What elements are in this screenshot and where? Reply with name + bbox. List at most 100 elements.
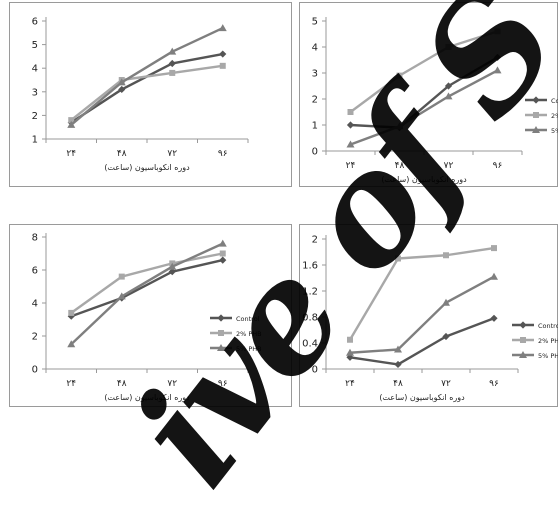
y-tick-label: 2 bbox=[32, 111, 38, 122]
x-tick-label: ۲۴ bbox=[346, 161, 356, 171]
legend-marker bbox=[519, 321, 527, 329]
data-point bbox=[493, 66, 502, 74]
x-tick-label: ۷۲ bbox=[441, 379, 451, 389]
series-line-5-phb bbox=[350, 69, 499, 146]
y-tick-label: 6 bbox=[32, 266, 38, 277]
legend-label: 2% PHB bbox=[551, 112, 558, 120]
legend-marker bbox=[217, 314, 225, 322]
x-tick-label: ۴۸ bbox=[117, 379, 127, 389]
y-tick-label: 5 bbox=[32, 40, 38, 51]
data-point bbox=[219, 256, 227, 264]
x-tick-label: ۹۶ bbox=[489, 379, 499, 389]
line-chart-1: 1 2 3 4 5 6 ۲۴ ۴۸ ۷۲ ۹۶ دوره انکوباسیون (ساعت) bbox=[32, 17, 249, 172]
series-line-2-phb bbox=[348, 246, 495, 341]
y-tick-label: 0 bbox=[312, 365, 318, 376]
chart-panel-2: 0 1 2 3 4 5 ۲۴ ۴۸ ۷۲ ۹۶ دوره انکوباسیون (ساعت) Cont… bbox=[299, 2, 558, 187]
x-tick-label: ۹۶ bbox=[218, 149, 228, 159]
legend-label: Control bbox=[551, 97, 558, 105]
series-line-5-phb bbox=[70, 242, 224, 346]
legend-label: 5% PHB bbox=[236, 345, 262, 353]
data-point bbox=[443, 252, 449, 259]
data-point bbox=[395, 255, 401, 262]
data-point bbox=[444, 92, 453, 100]
y-tick-label: 3 bbox=[32, 87, 38, 98]
series-line-control bbox=[70, 52, 223, 124]
x-tick-label: ۲۴ bbox=[66, 379, 76, 389]
legend-label: 5% PHB bbox=[538, 352, 558, 360]
y-tick-label: 0 bbox=[312, 147, 318, 158]
series-line-control bbox=[70, 258, 224, 318]
data-point bbox=[218, 24, 227, 32]
data-point bbox=[117, 78, 126, 86]
legend-label: 2% PHB bbox=[236, 330, 262, 338]
data-point bbox=[219, 50, 227, 58]
data-point bbox=[346, 140, 355, 148]
y-tick-label: 3 bbox=[312, 69, 318, 80]
x-tick-label: ۹۶ bbox=[493, 161, 503, 171]
y-tick-label: 1.6 bbox=[302, 261, 318, 272]
x-tick-label: ۷۲ bbox=[167, 149, 177, 159]
x-axis-label: دوره انکوباسیون (ساعت) bbox=[381, 175, 467, 184]
y-tick-label: 6 bbox=[32, 17, 38, 28]
data-point bbox=[490, 314, 498, 322]
data-point bbox=[442, 332, 450, 341]
x-tick-label: ۴۸ bbox=[395, 161, 405, 171]
data-point bbox=[442, 298, 450, 306]
line-chart-3: 0 2 4 6 8 ۲۴ ۴۸ ۷۲ ۹۶ دوره انکوباسیون (ساعت) Contr… bbox=[32, 233, 262, 403]
y-tick-label: 0 bbox=[32, 365, 38, 376]
data-point bbox=[394, 360, 402, 369]
data-point bbox=[168, 47, 177, 55]
data-point bbox=[169, 69, 176, 76]
data-point bbox=[168, 59, 176, 68]
x-axis-label: دوره انکوباسیون (ساعت) bbox=[379, 393, 465, 402]
data-point bbox=[394, 345, 402, 353]
legend-label: 5% PHB bbox=[551, 127, 558, 135]
data-point bbox=[445, 44, 452, 50]
data-point bbox=[346, 353, 354, 361]
line-chart-2: 0 1 2 3 4 5 ۲۴ ۴۸ ۷۲ ۹۶ دوره انکوباسیون (ساعت) Cont… bbox=[312, 17, 558, 185]
line-chart-4: 0 0.4 0.8 1.2 1.6 2 ۲۴ ۴۸ ۷۲ ۹۶ دوره انکوباسیون (س… bbox=[302, 235, 558, 403]
data-point bbox=[346, 348, 354, 356]
y-tick-label: 2 bbox=[32, 332, 38, 343]
series-line-2-phb bbox=[70, 64, 223, 122]
y-tick-label: 1.2 bbox=[302, 287, 318, 298]
x-tick-label: ۲۴ bbox=[345, 379, 355, 389]
y-tick-label: 2 bbox=[312, 235, 318, 246]
data-point bbox=[491, 245, 497, 252]
legend-marker bbox=[519, 351, 527, 358]
data-point bbox=[219, 62, 226, 69]
x-tick-label: ۷۲ bbox=[167, 379, 177, 389]
x-tick-label: ۴۸ bbox=[393, 379, 403, 389]
series-line-control bbox=[349, 317, 495, 366]
data-point bbox=[218, 239, 227, 247]
series-line-2-phb bbox=[70, 252, 223, 314]
legend-label: Control bbox=[538, 322, 558, 330]
legend-marker bbox=[218, 330, 224, 336]
legend-marker bbox=[533, 112, 539, 118]
data-point bbox=[395, 122, 404, 130]
data-point bbox=[118, 273, 125, 280]
data-point bbox=[67, 340, 76, 348]
data-point bbox=[67, 120, 76, 128]
legend-label: 2% PHB bbox=[538, 337, 558, 345]
y-tick-label: 0.4 bbox=[302, 339, 318, 350]
y-tick-label: 1 bbox=[312, 121, 318, 132]
x-tick-label: ۴۸ bbox=[117, 149, 127, 159]
y-tick-label: 4 bbox=[32, 64, 38, 75]
legend-marker bbox=[217, 344, 225, 351]
y-tick-label: 0.8 bbox=[302, 313, 318, 324]
series-line-5-phb bbox=[70, 26, 224, 126]
data-point bbox=[396, 72, 403, 79]
y-tick-label: 1 bbox=[32, 135, 38, 146]
y-tick-label: 2 bbox=[312, 95, 318, 106]
legend-marker bbox=[520, 337, 526, 343]
y-tick-label: 8 bbox=[32, 233, 38, 244]
series-line-control bbox=[350, 56, 499, 129]
y-tick-label: 4 bbox=[312, 43, 318, 54]
data-point bbox=[494, 28, 501, 35]
data-point bbox=[219, 250, 226, 257]
series-line-2-phb bbox=[349, 30, 498, 113]
legend-marker bbox=[532, 96, 540, 104]
legend-marker bbox=[532, 126, 540, 133]
data-point bbox=[68, 309, 75, 316]
